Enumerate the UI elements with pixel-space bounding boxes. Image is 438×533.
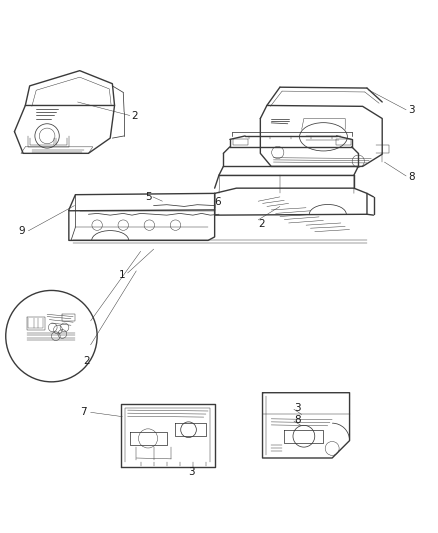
Text: 7: 7 [80,407,86,417]
Text: 2: 2 [83,357,90,366]
Text: 3: 3 [408,105,415,115]
Bar [233,139,248,144]
Text: 1: 1 [119,270,126,280]
Text: 9: 9 [19,226,25,236]
Text: 3: 3 [294,403,300,413]
Text: 6: 6 [215,197,221,207]
Text: 8: 8 [408,172,415,182]
Text: 2: 2 [258,219,265,229]
Text: 8: 8 [294,415,300,425]
Text: 5: 5 [145,192,152,202]
Bar [336,139,351,144]
Text: 2: 2 [131,111,138,122]
Text: 3: 3 [188,467,195,477]
